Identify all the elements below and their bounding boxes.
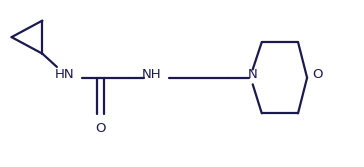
Text: HN: HN [54, 68, 74, 81]
Text: N: N [248, 68, 258, 81]
Text: O: O [95, 122, 106, 135]
Text: NH: NH [141, 68, 161, 81]
Text: O: O [313, 68, 323, 81]
